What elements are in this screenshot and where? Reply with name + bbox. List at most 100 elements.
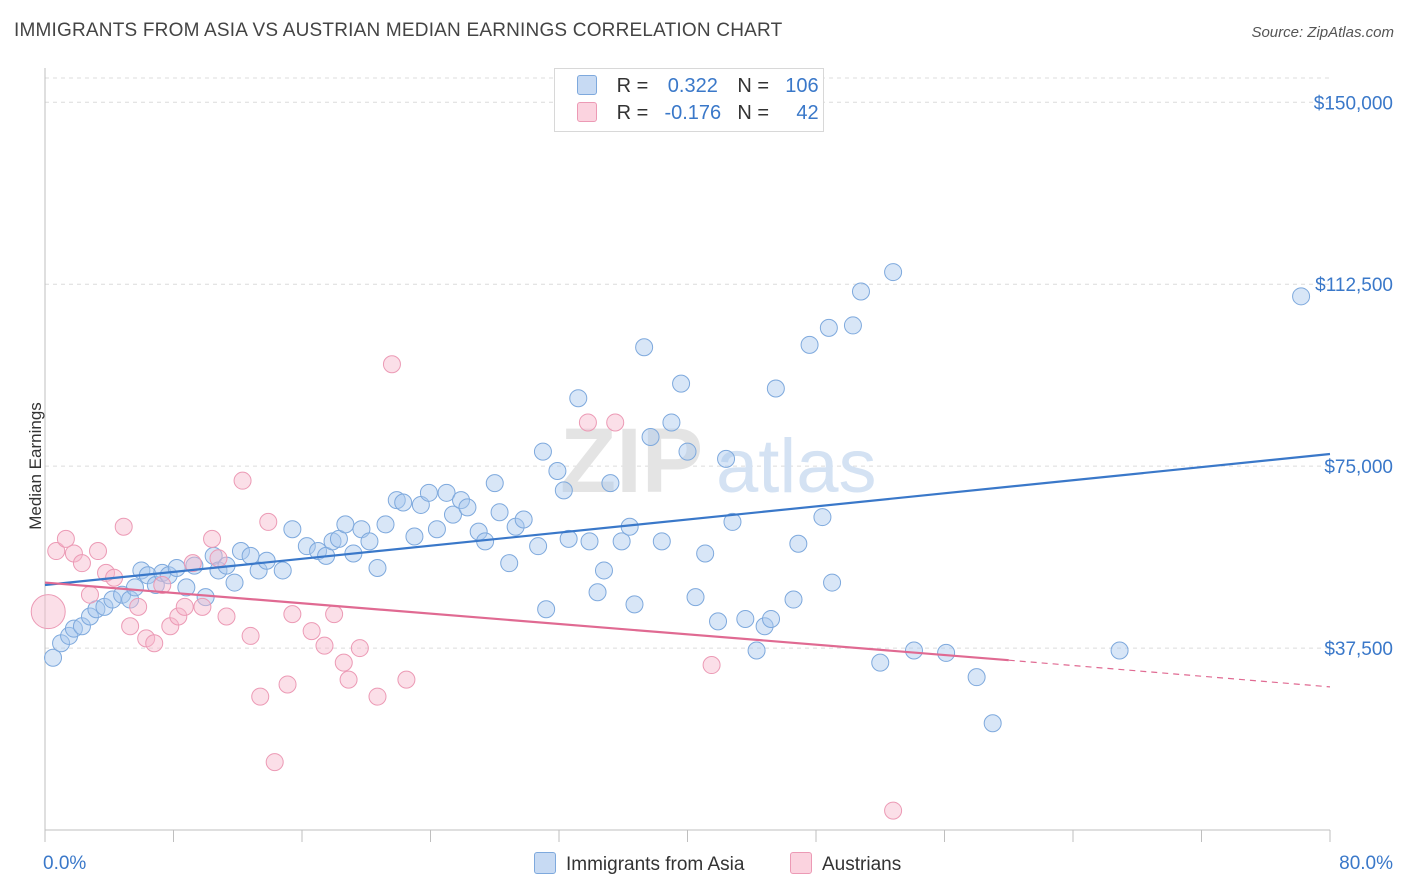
legend-n-value: 106 [785,75,819,97]
asia-point [548,461,567,480]
austrian-point [47,542,66,561]
asia-point [843,316,862,335]
grid-lines [45,77,1330,649]
austrian-point [129,597,148,616]
austrian-point [30,594,66,630]
legend-swatch-asia [577,75,597,95]
legend-r-value: 0.322 [667,75,718,97]
y-tick-label: $112,500 [1315,275,1393,296]
austrian-point [884,801,903,820]
austrian-point [193,597,212,616]
asia-point [554,481,573,500]
bottom-legend-label-austrians: Austrians [822,854,902,875]
asia-point [983,714,1002,733]
austrian-point [169,607,188,626]
asia-point [717,449,736,468]
trend-lines [44,452,1331,688]
asia-point [533,442,552,461]
austrian-point [283,605,302,624]
austrian-point [702,656,721,675]
legend-n-label: N = [737,102,770,124]
asia-point [405,527,424,546]
austrian-point [265,753,284,772]
asia-point [819,318,838,337]
asia-point [747,641,766,660]
asia-point [789,534,808,553]
asia-trend-line [44,452,1331,587]
legend-row-asia: R = 0.322 N = 106 [577,75,819,101]
chart-title: IMMIGRANTS FROM ASIA VS AUSTRIAN MEDIAN … [14,20,783,41]
austrian-point [89,542,108,561]
bottom-legend-swatch-asia [534,852,556,874]
austrian-point [56,529,75,548]
asia-point [800,335,819,354]
y-tick-label: $37,500 [1324,639,1393,660]
asia-point [904,641,923,660]
austrian-trend-line [44,581,1009,662]
asia-point [419,483,438,502]
legend-row-austrians: R = -0.176 N = 42 [577,102,819,128]
asia-point [813,508,832,527]
asia-point [360,532,379,551]
asia-point [641,428,660,447]
austrian-point [175,597,194,616]
austrian-point [241,626,260,645]
asia-point [580,532,599,551]
asia-point [784,590,803,609]
asia-point [736,609,755,628]
asia-point [529,537,548,556]
austrian-point [334,653,353,672]
asia-point [452,491,471,510]
asia-point [44,648,63,667]
asia-point [762,609,781,628]
watermark-zip: ZIP [560,410,703,512]
austrian-point [233,471,252,490]
y-axis-label: Median Earnings [26,402,45,530]
asia-point [937,643,956,662]
austrian-point [302,622,321,641]
x-tick-label: 0.0% [43,853,86,874]
bottom-legend-swatch-austrians [790,852,812,874]
bottom-legend-label-asia: Immigrants from Asia [566,854,745,875]
asia-point [662,413,681,432]
source-label: Source: ZipAtlas.com [1251,24,1394,41]
watermark-atlas: atlas [716,424,877,509]
asia-point [297,537,316,556]
austrian-point [153,575,172,594]
scatter-points [30,263,1311,820]
bottom-legend-asia: Immigrants from Asia [534,852,744,876]
correlation-legend: R = 0.322 N = 106 R = -0.176 N = 42 [554,68,824,132]
asia-point [537,600,556,619]
asia-point [231,542,250,561]
austrian-point [315,636,334,655]
asia-point [437,483,456,502]
asia-point [594,561,613,580]
asia-point [427,520,446,539]
asia-point [485,474,504,493]
austrian-point [72,554,91,573]
asia-point [967,668,986,687]
asia-point [635,338,654,357]
tick-labels: $37,500 $75,000 $112,500 $150,000 0.0% 80.0% [43,93,1393,874]
asia-point [80,607,99,626]
asia-point [678,442,697,461]
bottom-legend-austrians: Austrians [790,852,901,876]
asia-point [625,595,644,614]
legend-r-label: R = [616,75,649,97]
austrian-point [203,529,222,548]
asia-point [766,379,785,398]
y-tick-label: $75,000 [1324,457,1393,478]
asia-point [755,617,774,636]
austrian-point [278,675,297,694]
asia-point [514,510,533,529]
austrian-point [80,585,99,604]
asia-point [559,529,578,548]
austrian-point [183,554,202,573]
austrian-point [397,670,416,689]
austrian-point [368,687,387,706]
asia-point [500,554,519,573]
asia-point [103,590,122,609]
asia-point [273,561,292,580]
asia-point [490,503,509,522]
